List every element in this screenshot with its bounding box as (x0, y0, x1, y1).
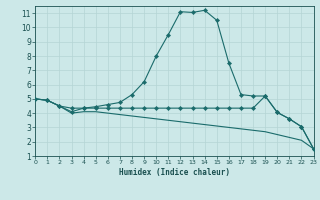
X-axis label: Humidex (Indice chaleur): Humidex (Indice chaleur) (119, 168, 230, 177)
